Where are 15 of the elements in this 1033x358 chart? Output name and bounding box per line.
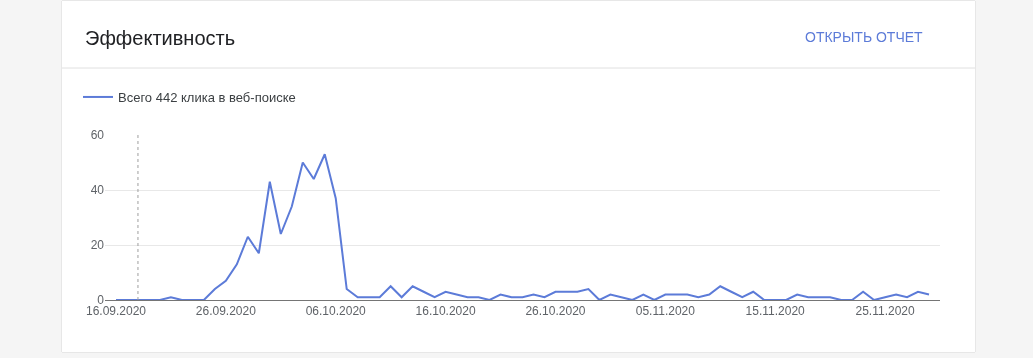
x-tick-label: 16.09.2020 xyxy=(85,304,147,319)
y-tick-label: 40 xyxy=(90,183,105,198)
x-tick-label: 25.11.2020 xyxy=(855,304,915,319)
chart-title: Эффективность xyxy=(85,27,236,49)
y-tick-label: 60 xyxy=(90,128,105,143)
x-tick-label: 16.10.2020 xyxy=(415,304,476,319)
x-tick-label: 05.11.2020 xyxy=(635,304,696,319)
x-tick-label: 15.11.2020 xyxy=(745,304,806,319)
text: ОТКРЫТЬ ОТЧЕТ xyxy=(805,29,924,45)
x-tick-label: 26.09.2020 xyxy=(195,304,257,319)
legend-label: Всего 442 клика в веб-поиске xyxy=(118,90,296,106)
x-tick-label: 26.10.2020 xyxy=(525,304,586,319)
x-tick-label: 06.10.2020 xyxy=(305,304,367,319)
y-tick-label: 20 xyxy=(90,238,105,253)
line-series xyxy=(114,153,931,300)
